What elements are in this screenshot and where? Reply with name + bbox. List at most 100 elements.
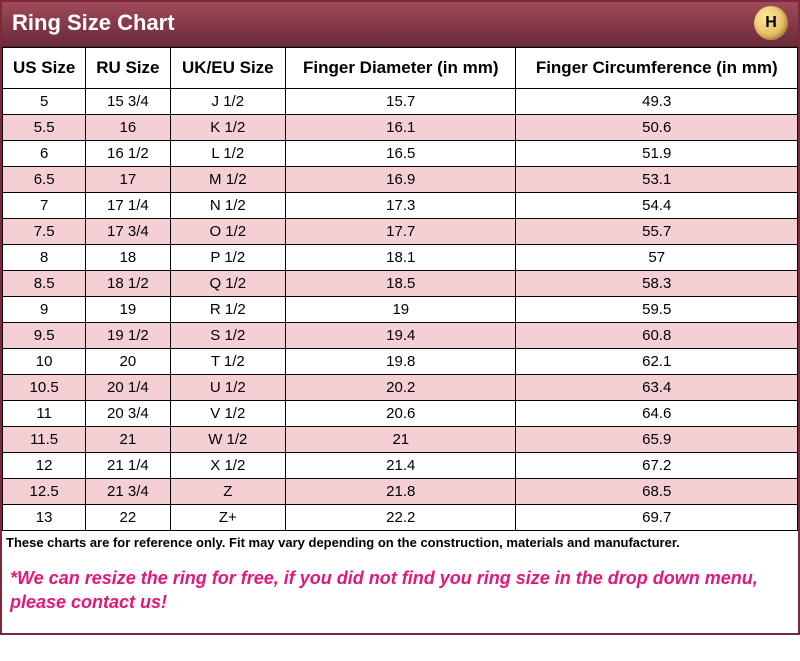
table-cell: 20 bbox=[86, 349, 170, 375]
disclaimer-text: These charts are for reference only. Fit… bbox=[2, 531, 798, 552]
table-cell: 10.5 bbox=[3, 375, 86, 401]
table-cell: Z bbox=[170, 479, 286, 505]
table-cell: S 1/2 bbox=[170, 323, 286, 349]
table-cell: K 1/2 bbox=[170, 115, 286, 141]
table-cell: 62.1 bbox=[516, 349, 798, 375]
table-cell: N 1/2 bbox=[170, 193, 286, 219]
table-cell: 12 bbox=[3, 453, 86, 479]
table-cell: 6.5 bbox=[3, 167, 86, 193]
table-row: 6.517M 1/216.953.1 bbox=[3, 167, 798, 193]
table-cell: J 1/2 bbox=[170, 89, 286, 115]
table-cell: 21 bbox=[86, 427, 170, 453]
table-cell: 19.4 bbox=[286, 323, 516, 349]
table-row: 9.519 1/2S 1/219.460.8 bbox=[3, 323, 798, 349]
table-row: 12.521 3/4Z21.868.5 bbox=[3, 479, 798, 505]
table-cell: 17.3 bbox=[286, 193, 516, 219]
table-cell: V 1/2 bbox=[170, 401, 286, 427]
table-cell: M 1/2 bbox=[170, 167, 286, 193]
table-cell: 54.4 bbox=[516, 193, 798, 219]
table-cell: 17 3/4 bbox=[86, 219, 170, 245]
table-row: 5.516K 1/216.150.6 bbox=[3, 115, 798, 141]
table-cell: 16.1 bbox=[286, 115, 516, 141]
table-cell: 7.5 bbox=[3, 219, 86, 245]
table-cell: Q 1/2 bbox=[170, 271, 286, 297]
table-row: 1322Z+22.269.7 bbox=[3, 505, 798, 531]
table-cell: 20 3/4 bbox=[86, 401, 170, 427]
table-cell: P 1/2 bbox=[170, 245, 286, 271]
table-cell: 7 bbox=[3, 193, 86, 219]
table-cell: 18 bbox=[86, 245, 170, 271]
table-cell: 67.2 bbox=[516, 453, 798, 479]
table-cell: 68.5 bbox=[516, 479, 798, 505]
table-cell: 55.7 bbox=[516, 219, 798, 245]
table-body: 515 3/4J 1/215.749.35.516K 1/216.150.661… bbox=[3, 89, 798, 531]
table-cell: 65.9 bbox=[516, 427, 798, 453]
table-row: 818P 1/218.157 bbox=[3, 245, 798, 271]
table-cell: 53.1 bbox=[516, 167, 798, 193]
table-row: 1221 1/4X 1/221.467.2 bbox=[3, 453, 798, 479]
table-cell: 18.1 bbox=[286, 245, 516, 271]
table-cell: Z+ bbox=[170, 505, 286, 531]
col-uk-eu-size: UK/EU Size bbox=[170, 48, 286, 89]
resize-notice: *We can resize the ring for free, if you… bbox=[2, 552, 798, 633]
table-row: 8.518 1/2Q 1/218.558.3 bbox=[3, 271, 798, 297]
table-cell: 19 bbox=[86, 297, 170, 323]
table-cell: U 1/2 bbox=[170, 375, 286, 401]
table-cell: 8 bbox=[3, 245, 86, 271]
table-cell: 21.4 bbox=[286, 453, 516, 479]
table-cell: W 1/2 bbox=[170, 427, 286, 453]
table-cell: 49.3 bbox=[516, 89, 798, 115]
table-cell: 6 bbox=[3, 141, 86, 167]
table-cell: 5.5 bbox=[3, 115, 86, 141]
table-row: 11.521W 1/22165.9 bbox=[3, 427, 798, 453]
table-row: 515 3/4J 1/215.749.3 bbox=[3, 89, 798, 115]
table-cell: O 1/2 bbox=[170, 219, 286, 245]
table-cell: 58.3 bbox=[516, 271, 798, 297]
table-header-row: US Size RU Size UK/EU Size Finger Diamet… bbox=[3, 48, 798, 89]
table-cell: 11 bbox=[3, 401, 86, 427]
table-cell: 13 bbox=[3, 505, 86, 531]
table-row: 10.520 1/4U 1/220.263.4 bbox=[3, 375, 798, 401]
table-cell: 16 bbox=[86, 115, 170, 141]
page-title: Ring Size Chart bbox=[12, 10, 175, 36]
table-cell: 10 bbox=[3, 349, 86, 375]
col-ru-size: RU Size bbox=[86, 48, 170, 89]
table-cell: 16 1/2 bbox=[86, 141, 170, 167]
table-cell: 64.6 bbox=[516, 401, 798, 427]
table-cell: 15 3/4 bbox=[86, 89, 170, 115]
title-bar: Ring Size Chart H bbox=[2, 2, 798, 47]
ring-size-table: US Size RU Size UK/EU Size Finger Diamet… bbox=[2, 47, 798, 531]
table-cell: T 1/2 bbox=[170, 349, 286, 375]
table-cell: 22 bbox=[86, 505, 170, 531]
table-row: 1020T 1/219.862.1 bbox=[3, 349, 798, 375]
table-cell: X 1/2 bbox=[170, 453, 286, 479]
chart-container: Ring Size Chart H US Size RU Size UK/EU … bbox=[0, 0, 800, 635]
table-cell: 19 bbox=[286, 297, 516, 323]
table-cell: 12.5 bbox=[3, 479, 86, 505]
table-row: 717 1/4N 1/217.354.4 bbox=[3, 193, 798, 219]
table-cell: R 1/2 bbox=[170, 297, 286, 323]
table-cell: 8.5 bbox=[3, 271, 86, 297]
table-cell: 21 bbox=[286, 427, 516, 453]
table-cell: 63.4 bbox=[516, 375, 798, 401]
table-cell: 20.2 bbox=[286, 375, 516, 401]
table-cell: 57 bbox=[516, 245, 798, 271]
table-cell: 17 1/4 bbox=[86, 193, 170, 219]
table-cell: 9 bbox=[3, 297, 86, 323]
table-row: 1120 3/4V 1/220.664.6 bbox=[3, 401, 798, 427]
table-cell: 18.5 bbox=[286, 271, 516, 297]
table-cell: 59.5 bbox=[516, 297, 798, 323]
table-cell: 50.6 bbox=[516, 115, 798, 141]
table-cell: 9.5 bbox=[3, 323, 86, 349]
table-row: 7.517 3/4O 1/217.755.7 bbox=[3, 219, 798, 245]
table-cell: 69.7 bbox=[516, 505, 798, 531]
table-cell: 20 1/4 bbox=[86, 375, 170, 401]
col-us-size: US Size bbox=[3, 48, 86, 89]
table-cell: 20.6 bbox=[286, 401, 516, 427]
table-cell: 21 3/4 bbox=[86, 479, 170, 505]
table-cell: 19 1/2 bbox=[86, 323, 170, 349]
table-cell: 15.7 bbox=[286, 89, 516, 115]
table-cell: 18 1/2 bbox=[86, 271, 170, 297]
table-cell: 17.7 bbox=[286, 219, 516, 245]
brand-logo-letter: H bbox=[765, 14, 777, 32]
